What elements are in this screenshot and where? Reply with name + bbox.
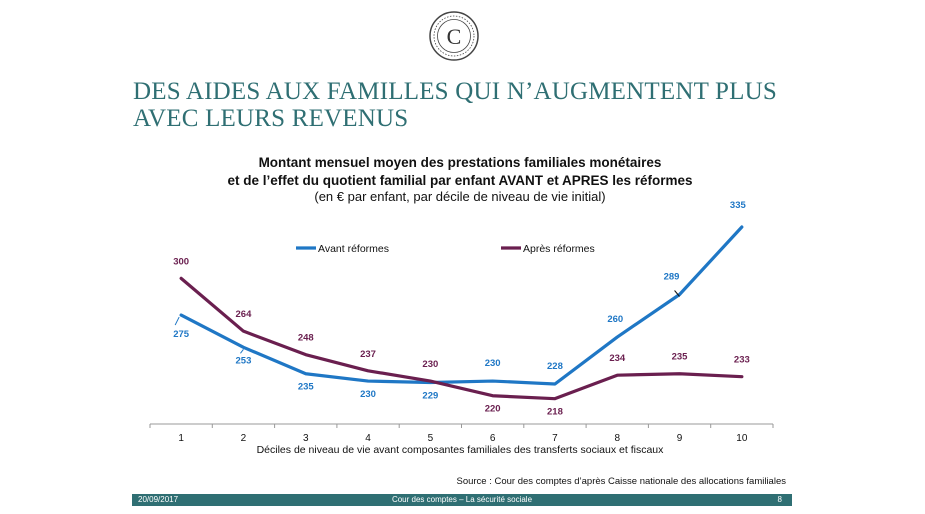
x-tick-label: 1 xyxy=(178,433,184,444)
avant-label-leader xyxy=(674,290,680,297)
apres-data-label: 264 xyxy=(236,309,253,320)
legend-entry: Avant réformes xyxy=(318,243,389,255)
x-tick-label: 8 xyxy=(614,433,620,444)
apres-data-label: 300 xyxy=(173,256,189,267)
avant-label-leader xyxy=(240,349,244,354)
avant-data-label: 229 xyxy=(422,391,438,402)
x-tick-label: 5 xyxy=(428,433,434,444)
footer-bar: 20/09/2017 Cour des comptes – La sécurit… xyxy=(132,494,792,506)
footer-page-number: 8 xyxy=(777,495,782,504)
apres-data-label: 237 xyxy=(360,349,376,360)
apres-data-label: 234 xyxy=(609,353,626,364)
x-tick-label: 10 xyxy=(736,433,748,444)
avant-data-label: 230 xyxy=(360,389,376,400)
x-tick-label: 9 xyxy=(677,433,683,444)
avant-label-leader xyxy=(174,316,180,326)
apres-data-label: 235 xyxy=(672,352,689,363)
chart-subtitle: (en € par enfant, par décile de niveau d… xyxy=(314,189,606,204)
legend-entry: Après réformes xyxy=(523,243,595,255)
x-tick-label: 3 xyxy=(303,433,309,444)
footer-date: 20/09/2017 xyxy=(138,495,179,504)
apres-data-label: 230 xyxy=(422,359,438,370)
cour-des-comptes-logo: C xyxy=(428,10,480,62)
avant-data-label: 335 xyxy=(730,200,747,211)
avant-line xyxy=(179,225,744,386)
apres-data-label: 248 xyxy=(298,333,314,344)
avant-data-label: 235 xyxy=(298,382,315,393)
x-tick-label: 2 xyxy=(241,433,247,444)
svg-text:C: C xyxy=(447,24,462,49)
apres-data-label: 220 xyxy=(485,404,501,415)
chart-title: Montant mensuel moyen des prestations fa… xyxy=(150,154,770,190)
avant-data-label: 230 xyxy=(485,358,501,369)
apres-data-label: 218 xyxy=(547,407,563,418)
slide-title-line2: AVEC LEURS REVENUS xyxy=(133,105,409,132)
chart-title-line2: et de l’effet du quotient familial par e… xyxy=(227,173,693,188)
source-note: Source : Cour des comptes d’après Caisse… xyxy=(456,476,786,487)
avant-data-label: 228 xyxy=(547,361,563,372)
slide-title-line1: DES AIDES AUX FAMILLES QUI N’AUGMENTENT … xyxy=(133,78,777,105)
apres-line xyxy=(179,276,744,401)
chart-title-line1: Montant mensuel moyen des prestations fa… xyxy=(258,155,662,170)
x-axis-label: Déciles de niveau de vie avant composant… xyxy=(256,444,664,456)
avant-data-label: 260 xyxy=(607,314,623,325)
x-tick-label: 7 xyxy=(552,433,558,444)
x-tick-label: 4 xyxy=(365,433,371,444)
slide-title: DES AIDES AUX FAMILLES QUI N’AUGMENTENT … xyxy=(133,78,833,132)
avant-data-label: 253 xyxy=(236,355,252,366)
avant-data-label: 289 xyxy=(664,271,680,282)
avant-data-label: 275 xyxy=(173,329,190,340)
apres-data-label: 233 xyxy=(734,355,750,366)
x-tick-label: 6 xyxy=(490,433,496,444)
footer-center-text: Cour des comptes – La sécurité sociale xyxy=(391,495,533,504)
